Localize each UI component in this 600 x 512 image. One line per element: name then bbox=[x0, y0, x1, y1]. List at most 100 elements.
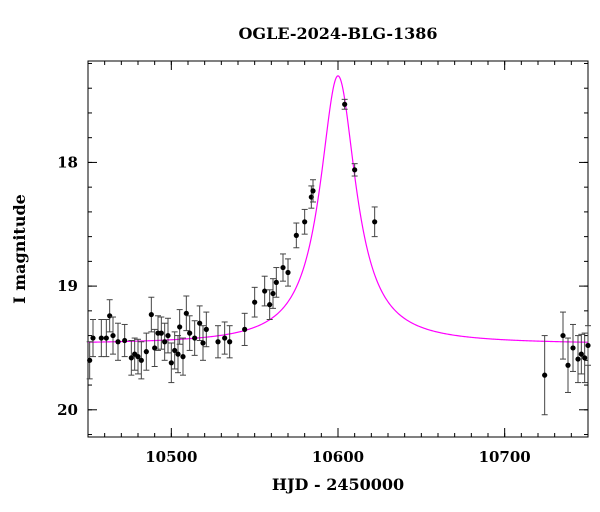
data-point-marker bbox=[227, 339, 233, 345]
data-point bbox=[241, 312, 248, 346]
data-point-marker bbox=[372, 219, 378, 225]
data-point-marker bbox=[310, 188, 316, 194]
data-point bbox=[106, 299, 113, 333]
data-point-marker bbox=[128, 355, 134, 361]
data-point-marker bbox=[87, 357, 93, 363]
data-point-marker bbox=[172, 347, 178, 354]
data-point bbox=[115, 322, 121, 361]
data-point bbox=[90, 319, 96, 358]
y-tick-labels: 18 19 20 bbox=[57, 153, 78, 418]
data-point-marker bbox=[143, 349, 149, 355]
y-axis-label: I magnitude bbox=[10, 194, 29, 304]
data-point bbox=[171, 331, 178, 370]
data-point bbox=[176, 309, 183, 345]
data-point bbox=[168, 342, 175, 384]
x-tick-labels: 10500 10600 10700 bbox=[145, 448, 531, 466]
data-point-marker bbox=[542, 372, 548, 378]
data-point-marker bbox=[98, 335, 104, 341]
data-point bbox=[310, 179, 316, 203]
data-point-marker bbox=[90, 335, 96, 341]
data-point bbox=[371, 206, 378, 238]
data-point bbox=[98, 319, 105, 358]
data-point bbox=[128, 340, 135, 376]
data-point-marker bbox=[107, 313, 113, 319]
data-point-marker bbox=[192, 335, 198, 341]
data-point-marker bbox=[242, 326, 248, 332]
data-point-marker bbox=[280, 264, 286, 271]
data-point-marker bbox=[575, 356, 581, 362]
x-tick-label: 10500 bbox=[145, 448, 197, 466]
data-point-marker bbox=[115, 339, 121, 345]
data-point-marker bbox=[578, 351, 584, 357]
data-point-marker bbox=[293, 232, 299, 238]
data-point bbox=[226, 325, 233, 359]
data-point bbox=[103, 319, 110, 358]
data-point-marker bbox=[187, 330, 193, 336]
y-tick-label: 20 bbox=[57, 401, 78, 419]
data-point bbox=[293, 222, 300, 249]
y-tick-label: 19 bbox=[57, 277, 78, 295]
data-point-marker bbox=[175, 351, 181, 357]
data-point-marker bbox=[565, 362, 571, 368]
data-point bbox=[191, 320, 198, 356]
data-point-marker bbox=[560, 332, 566, 339]
plot-area bbox=[86, 60, 591, 438]
data-point bbox=[203, 311, 210, 348]
data-point bbox=[151, 328, 158, 367]
data-point-marker bbox=[342, 101, 348, 107]
data-point-marker bbox=[103, 335, 109, 341]
data-point bbox=[560, 311, 566, 360]
data-point bbox=[570, 323, 576, 372]
model-curve bbox=[87, 75, 589, 343]
data-point-marker bbox=[135, 354, 141, 360]
data-point-marker bbox=[165, 332, 171, 339]
data-point-marker bbox=[177, 324, 183, 330]
major-ticks bbox=[88, 61, 588, 437]
data-point bbox=[138, 341, 145, 380]
data-point-marker bbox=[148, 311, 154, 318]
data-point bbox=[266, 289, 273, 320]
data-point-marker bbox=[152, 345, 158, 351]
data-point bbox=[196, 305, 203, 342]
data-point-marker bbox=[110, 332, 116, 339]
data-point-marker bbox=[570, 345, 576, 351]
data-point bbox=[581, 332, 588, 384]
data-point bbox=[143, 332, 150, 371]
data-point bbox=[341, 98, 348, 110]
data-point bbox=[351, 163, 358, 177]
data-point bbox=[200, 325, 206, 361]
data-point bbox=[221, 321, 228, 355]
data-point bbox=[251, 286, 258, 318]
data-point bbox=[183, 295, 190, 332]
data-point bbox=[575, 335, 581, 384]
data-point-marker bbox=[585, 342, 591, 349]
model-layer bbox=[87, 75, 589, 343]
data-point-marker bbox=[183, 310, 189, 316]
x-tick-label: 10600 bbox=[312, 448, 364, 466]
data-point-marker bbox=[273, 279, 279, 285]
data-point-marker bbox=[302, 219, 308, 225]
data-point bbox=[121, 323, 128, 358]
data-point bbox=[285, 258, 291, 287]
data-point bbox=[565, 337, 571, 393]
data-point-marker bbox=[285, 269, 291, 276]
data-point bbox=[215, 325, 221, 359]
data-point-marker bbox=[582, 355, 588, 361]
data-point bbox=[161, 322, 168, 361]
y-tick-label: 18 bbox=[57, 153, 78, 171]
data-point-marker bbox=[222, 335, 228, 341]
data-point bbox=[270, 278, 276, 309]
chart-title: OGLE-2024-BLG-1386 bbox=[238, 24, 437, 43]
data-point-marker bbox=[200, 340, 206, 346]
data-point bbox=[148, 296, 155, 333]
data-point bbox=[180, 337, 186, 376]
data-point-marker bbox=[122, 337, 128, 344]
data-point bbox=[585, 325, 591, 366]
data-point-marker bbox=[197, 320, 203, 326]
x-axis-label: HJD - 2450000 bbox=[272, 475, 404, 494]
data-point-marker bbox=[262, 288, 268, 294]
minor-ticks bbox=[87, 61, 589, 437]
plot-frame bbox=[87, 60, 589, 438]
data-point-marker bbox=[352, 167, 358, 173]
